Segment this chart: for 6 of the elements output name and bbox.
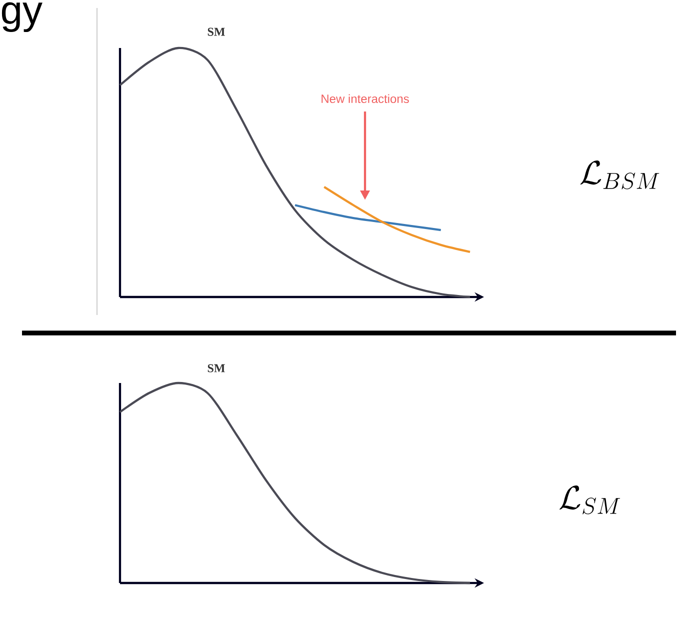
series-label: SM [208, 364, 225, 372]
chart-title: gy [2, 2, 42, 32]
text: $\mathcal{L}_{BSM}$ [580, 160, 660, 190]
text: $\mathcal{L}_{SM}$ [560, 485, 620, 514]
annotation: New interactions [322, 94, 409, 104]
series-label: SM [208, 28, 225, 36]
